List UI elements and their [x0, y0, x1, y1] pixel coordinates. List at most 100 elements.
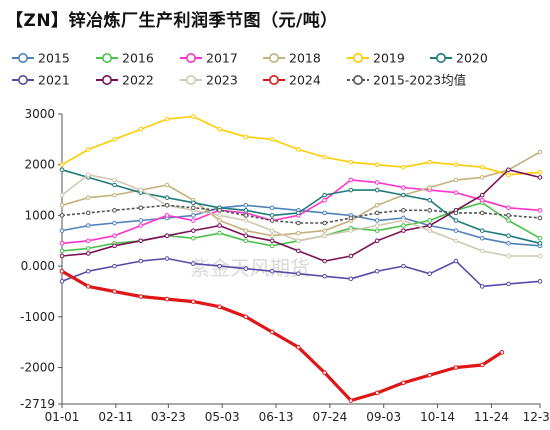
data-point [217, 218, 222, 223]
data-point [217, 213, 222, 218]
data-point [164, 182, 170, 188]
data-point [479, 164, 485, 170]
data-point [427, 197, 432, 203]
data-point [296, 271, 301, 277]
legend-label: 2016 [122, 51, 154, 66]
y-tick-label: -1000 [20, 310, 55, 324]
data-point [269, 238, 275, 244]
data-point [85, 210, 91, 216]
data-point [243, 266, 249, 271]
data-point [322, 228, 327, 233]
series-line-2022 [61, 169, 541, 262]
data-point [427, 271, 432, 277]
data-point [269, 218, 275, 223]
data-point [374, 268, 380, 274]
legend-label: 2018 [289, 51, 321, 66]
data-point [453, 238, 459, 244]
data-point [479, 197, 485, 203]
data-point [506, 233, 511, 238]
data-point [59, 167, 65, 173]
series-2020 [59, 167, 543, 246]
data-point [374, 218, 380, 223]
x-tick-label: 09-03 [366, 410, 401, 424]
data-point [164, 233, 170, 238]
data-point [243, 213, 249, 218]
data-point [479, 175, 485, 180]
data-point [537, 208, 543, 213]
data-point [217, 126, 222, 132]
data-point [85, 284, 91, 289]
data-point [537, 279, 543, 284]
data-point [269, 213, 275, 218]
data-point [85, 268, 91, 274]
data-point [453, 162, 459, 168]
data-point [348, 398, 354, 403]
data-point [138, 218, 144, 223]
data-point [138, 294, 144, 299]
data-point [243, 228, 249, 233]
legend-item-2017: 2017 [180, 51, 238, 66]
data-point [348, 228, 354, 233]
data-point [537, 175, 543, 180]
y-tick-label: 1000 [24, 208, 55, 222]
legend-swatch-marker [102, 75, 113, 86]
data-point [269, 329, 275, 335]
legend-swatch-marker [435, 52, 446, 63]
data-point [296, 238, 301, 244]
data-point [191, 200, 196, 206]
data-point [506, 218, 511, 223]
data-point [453, 258, 459, 264]
y-tick-label: 0.000 [21, 259, 55, 273]
legend-item-2023: 2023 [180, 73, 238, 88]
legend-item-2021: 2021 [12, 73, 70, 88]
data-point [374, 228, 380, 233]
data-point [243, 314, 249, 320]
data-point [243, 134, 249, 140]
series-2019 [59, 114, 543, 178]
data-point [322, 210, 327, 216]
x-tick-label: 05-03 [205, 410, 240, 424]
data-point [506, 167, 511, 173]
legend-item-2018: 2018 [263, 51, 321, 66]
data-point [85, 223, 91, 228]
data-point [401, 164, 406, 170]
data-point [59, 253, 65, 259]
data-point [499, 350, 505, 355]
data-point [59, 279, 65, 284]
data-point [506, 241, 511, 246]
x-tick-label: 02-11 [98, 410, 133, 424]
data-point [348, 253, 354, 259]
data-point [59, 162, 65, 168]
data-point [537, 170, 543, 175]
data-point [401, 380, 406, 386]
data-point [427, 159, 432, 165]
series-line-2023 [61, 174, 540, 257]
data-point [374, 180, 380, 185]
data-point [374, 238, 380, 244]
data-point [217, 263, 222, 269]
data-point [537, 241, 543, 246]
data-point [269, 268, 275, 274]
legend-swatch-marker [17, 75, 28, 86]
data-point [427, 372, 432, 378]
data-point [296, 344, 301, 350]
data-point [85, 251, 91, 256]
series-line-2019 [61, 115, 541, 176]
data-point [506, 205, 511, 211]
y-tick-label: -2000 [20, 361, 55, 375]
data-point [479, 192, 485, 198]
data-point [537, 253, 543, 259]
legend-label: 2024 [289, 73, 321, 88]
watermark: 紫金天风期货 [190, 256, 310, 280]
data-point [112, 220, 117, 226]
data-point [296, 220, 301, 226]
data-point [138, 126, 144, 132]
legend-label: 2021 [38, 73, 70, 88]
data-point [427, 185, 432, 190]
data-point [479, 210, 485, 216]
data-point [138, 187, 144, 193]
series-2023 [59, 172, 543, 259]
legend-label: 2015-2023均值 [373, 73, 466, 88]
data-point [269, 205, 275, 211]
data-point [59, 192, 65, 198]
